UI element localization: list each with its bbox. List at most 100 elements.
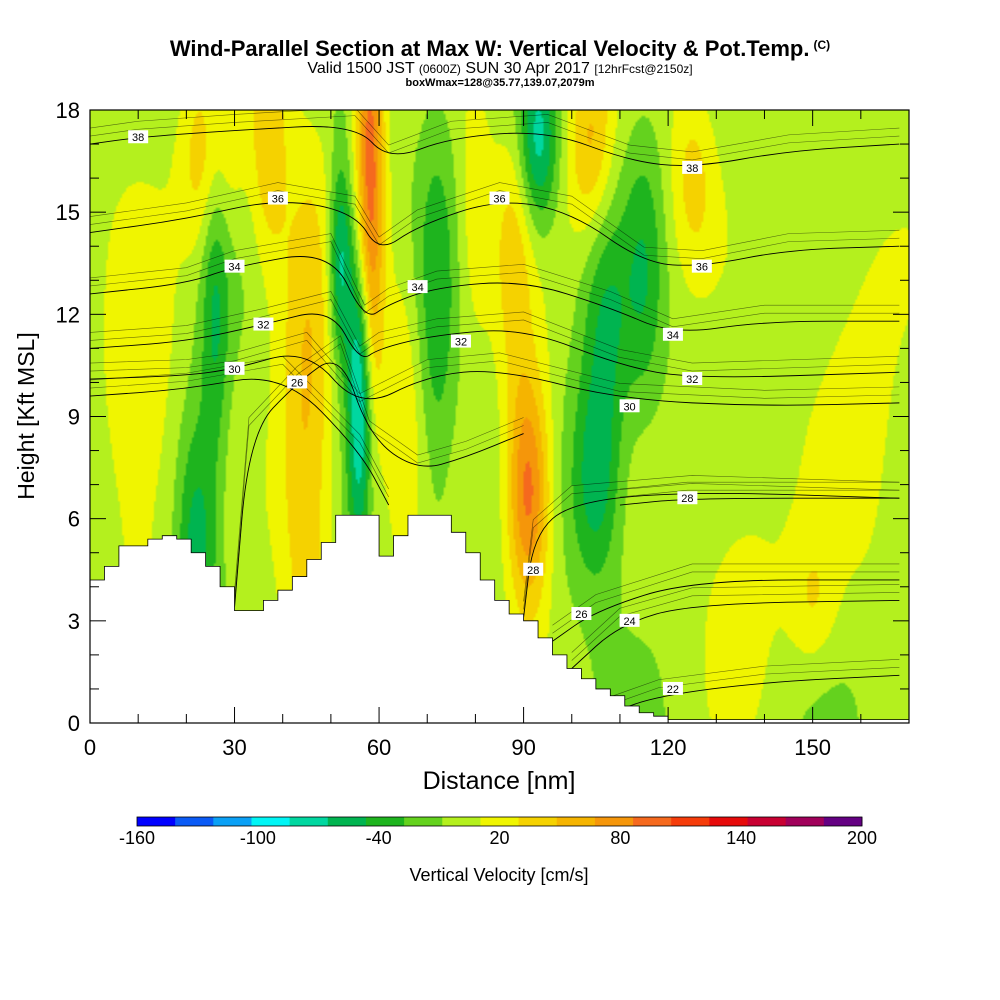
isentrope-label-box — [662, 327, 683, 341]
colorbar-swatch — [327, 817, 367, 826]
colorbar-swatch — [785, 817, 825, 826]
colorbar-swatch — [175, 817, 214, 826]
isentrope-line-36 — [90, 202, 900, 266]
isentrope-line-28-minor — [619, 481, 900, 490]
colorbar-tick-label: 80 — [610, 828, 630, 848]
x-tick-label: 30 — [222, 735, 246, 760]
isentrope-line-30-minor — [90, 332, 900, 395]
isentrope-label-box — [267, 191, 288, 205]
valid-time: Valid 1500 JST — [307, 60, 415, 77]
y-tick-label: 18 — [56, 98, 80, 123]
isentrope-line-24 — [571, 599, 900, 669]
isentrope-line-28-minor — [523, 483, 900, 610]
y-tick-label: 15 — [56, 200, 80, 225]
isentrope-label-box — [677, 491, 698, 505]
y-tick-label: 0 — [68, 711, 80, 736]
isentrope-line-28 — [619, 497, 900, 506]
isentrope-label-box — [224, 259, 245, 273]
chart-title: Wind-Parallel Section at Max W: Vertical… — [0, 36, 1000, 62]
isentrope-line-30-minor — [90, 340, 900, 403]
colorbar-swatch — [633, 817, 672, 826]
colorbar-tick-label: -160 — [119, 828, 155, 848]
x-tick-label: 90 — [511, 735, 535, 760]
chart-title-unit: (C) — [813, 38, 831, 52]
isentrope-line-26-minor — [234, 343, 524, 600]
colorbar: -160 -100 -40 20 80 140 200 — [119, 816, 877, 848]
chart-title-text: Wind-Parallel Section at Max W: Vertical… — [169, 36, 810, 61]
isentrope-line-36-minor — [90, 182, 900, 251]
x-tick-label: 120 — [650, 735, 687, 760]
colorbar-tick-label: 20 — [489, 828, 509, 848]
colorbar-swatch — [442, 817, 481, 826]
isentrope-line-36-minor — [90, 190, 900, 259]
isentrope-line-38-minor — [90, 110, 900, 153]
isentrope-label-box — [128, 130, 149, 144]
isentrope-label: 30 — [623, 401, 635, 413]
isentrope-label: 32 — [257, 320, 269, 332]
isentrope-line-28-minor — [619, 489, 900, 498]
isentrope-line-32-minor — [90, 291, 900, 364]
colorbar-swatch — [671, 817, 710, 826]
colorbar-swatch — [137, 817, 176, 826]
isentrope-label: 36 — [696, 262, 708, 274]
isentrope-line-28-minor — [90, 363, 389, 498]
y-tick-label: 9 — [68, 405, 80, 430]
x-axis: 0 30 60 90 120 150 — [84, 110, 910, 760]
isentrope-label-box — [450, 334, 471, 348]
isentrope-line-34-minor — [90, 233, 900, 320]
y-tick-label: 3 — [68, 609, 80, 634]
x-tick-label: 60 — [367, 735, 391, 760]
chart-subtitle: Valid 1500 JST (0600Z) SUN 30 Apr 2017 [… — [0, 60, 1000, 78]
isentrope-label-box — [253, 317, 274, 331]
colorbar-label: Vertical Velocity [cm/s] — [409, 865, 588, 885]
isentrope-label-box — [619, 613, 640, 627]
isentrope-label: 22 — [667, 684, 679, 696]
isentrope-line-22-minor — [610, 659, 900, 698]
colorbar-swatch — [518, 817, 558, 826]
isentrope-label-box — [407, 280, 428, 294]
colorbar-swatch — [365, 817, 405, 826]
isentrope-label: 34 — [228, 262, 240, 274]
isentrope-line-26 — [552, 579, 900, 642]
isentrope-label: 34 — [667, 330, 679, 342]
x-tick-label: 150 — [794, 735, 831, 760]
colorbar-swatch — [289, 817, 329, 826]
isentrope-label: 26 — [291, 377, 303, 389]
isentrope-label-box — [691, 259, 712, 273]
isentrope-label: 38 — [132, 132, 144, 144]
colorbar-tick-label: 200 — [847, 828, 877, 848]
colorbar-swatch — [251, 817, 291, 826]
colorbar-tick-label: -100 — [240, 828, 276, 848]
isentrope-label: 30 — [228, 364, 240, 376]
isentrope-line-38-minor — [90, 115, 900, 161]
x-axis-label: Distance [nm] — [423, 767, 576, 795]
isentrope-line-28 — [523, 493, 900, 618]
colorbar-swatch — [709, 817, 748, 826]
isentrope-label-box — [523, 562, 544, 576]
isentrope-label: 24 — [623, 616, 635, 628]
isentrope-contours — [90, 110, 900, 714]
isentrope-label-box — [662, 681, 683, 695]
isentrope-label-box — [489, 191, 510, 205]
isentrope-label-box — [287, 375, 308, 389]
isentrope-label: 36 — [272, 194, 284, 206]
isentrope-line-26-minor — [234, 335, 524, 592]
colorbar-swatch — [480, 817, 519, 826]
isentrope-label-box — [619, 399, 640, 413]
isentrope-line-26 — [234, 362, 524, 608]
isentrope-line-30 — [90, 355, 900, 406]
y-tick-label: 6 — [68, 507, 80, 532]
colorbar-swatch — [213, 817, 252, 826]
isentrope-line-28 — [90, 378, 390, 506]
x-tick-label: 0 — [84, 735, 96, 760]
isentrope-labels: 22 24 26 28 28 26 30 30 32 32 32 34 34 34 36 36 36 38 38 — [128, 130, 712, 696]
isentrope-line-32-minor — [90, 299, 900, 372]
isentrope-label: 28 — [681, 493, 693, 505]
colorbar-swatch — [823, 817, 863, 826]
y-tick-label: 12 — [56, 302, 80, 327]
colorbar-tick-label: 140 — [726, 828, 756, 848]
isentrope-line-22-minor — [610, 667, 900, 706]
isentrope-label: 38 — [686, 163, 698, 175]
